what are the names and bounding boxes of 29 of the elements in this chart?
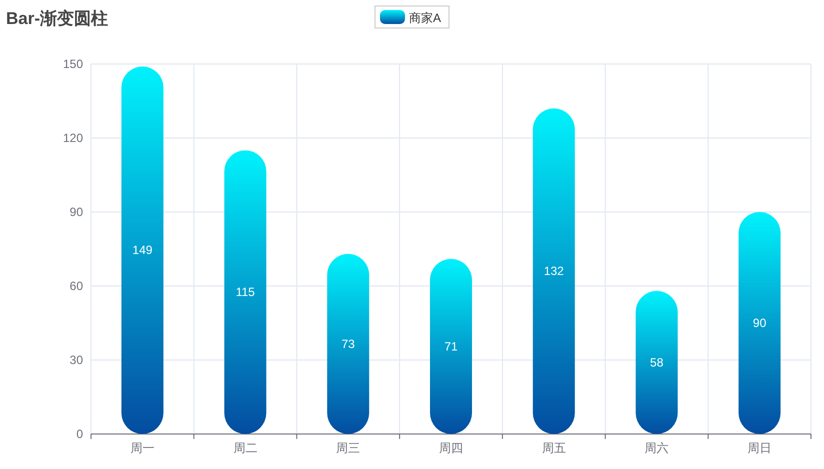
- data-label: 73: [341, 336, 356, 351]
- data-label: 90: [752, 316, 767, 330]
- x-tick-label: 周三: [336, 441, 360, 455]
- y-tick-label: 0: [76, 427, 84, 441]
- y-tick-label: 150: [62, 57, 84, 71]
- bar: [121, 66, 164, 434]
- x-tick-label: 周一: [130, 441, 154, 455]
- x-tick-label: 周四: [439, 441, 463, 455]
- bar: [224, 150, 266, 434]
- data-label: 149: [132, 243, 153, 258]
- data-label: 115: [236, 285, 256, 300]
- y-tick-label: 120: [62, 131, 84, 145]
- bar: [430, 258, 472, 434]
- x-tick-label: 周日: [748, 441, 772, 455]
- y-tick-label: 30: [70, 353, 84, 367]
- data-label: 132: [544, 264, 564, 278]
- legend-label: 商家A: [409, 11, 442, 25]
- bar: [327, 254, 370, 434]
- chart-title: Bar-渐变圆柱: [6, 9, 108, 28]
- bar: [636, 290, 678, 434]
- y-tick-label: 60: [70, 279, 84, 293]
- y-tick-label: 90: [70, 205, 84, 219]
- bar: [532, 108, 575, 434]
- x-tick-label: 周二: [233, 441, 258, 455]
- bar: [738, 212, 781, 434]
- x-tick-label: 周五: [542, 441, 566, 455]
- data-label: 58: [650, 355, 664, 370]
- x-tick-label: 周六: [644, 441, 669, 455]
- data-label: 71: [444, 339, 458, 354]
